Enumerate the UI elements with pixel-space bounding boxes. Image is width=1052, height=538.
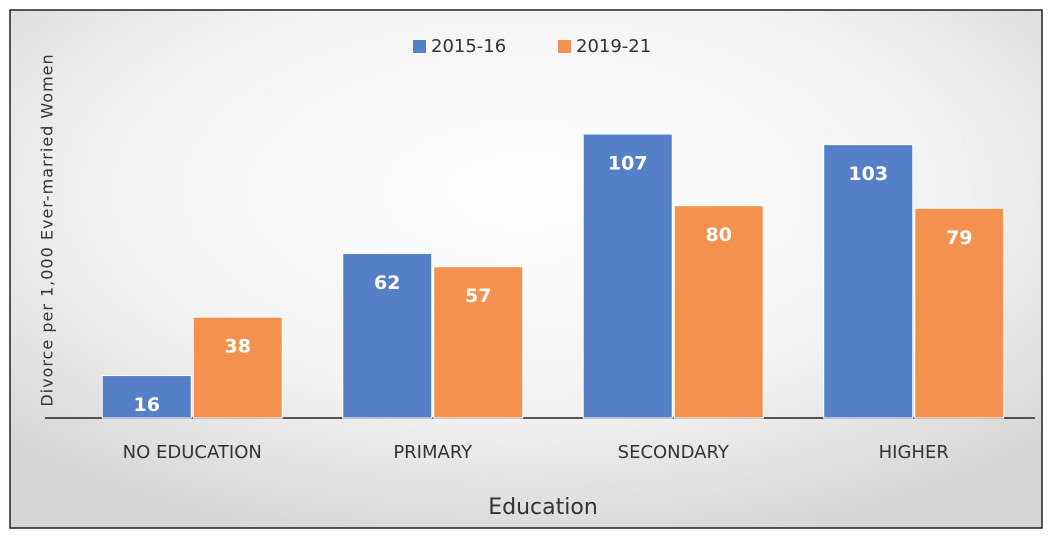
legend-swatch: [558, 40, 571, 53]
x-tick-label: PRIMARY: [393, 442, 473, 463]
bar: [823, 144, 914, 419]
x-axis-label: Education: [488, 495, 598, 520]
x-tick-label: SECONDARY: [618, 442, 730, 463]
bar: [582, 133, 673, 419]
value-label: 57: [465, 285, 491, 307]
value-label: 103: [848, 163, 888, 185]
legend-label: 2019-21: [576, 36, 651, 57]
value-label: 80: [706, 224, 732, 246]
bar: [433, 266, 524, 419]
value-label: 62: [374, 272, 400, 294]
legend-label: 2015-16: [431, 36, 506, 57]
y-axis-label: Divorce per 1,000 Ever-married Women: [38, 53, 57, 406]
bar: [342, 252, 433, 419]
value-label: 38: [225, 336, 251, 358]
bar: [914, 207, 1005, 419]
legend-swatch: [413, 40, 426, 53]
x-tick-label: NO EDUCATION: [123, 442, 262, 463]
x-tick-label: HIGHER: [879, 442, 949, 463]
bar: [101, 375, 192, 419]
bar: [673, 205, 764, 419]
value-label: 16: [134, 394, 160, 416]
bar: [192, 316, 283, 419]
value-label: 79: [946, 227, 972, 249]
value-label: 107: [608, 153, 648, 175]
